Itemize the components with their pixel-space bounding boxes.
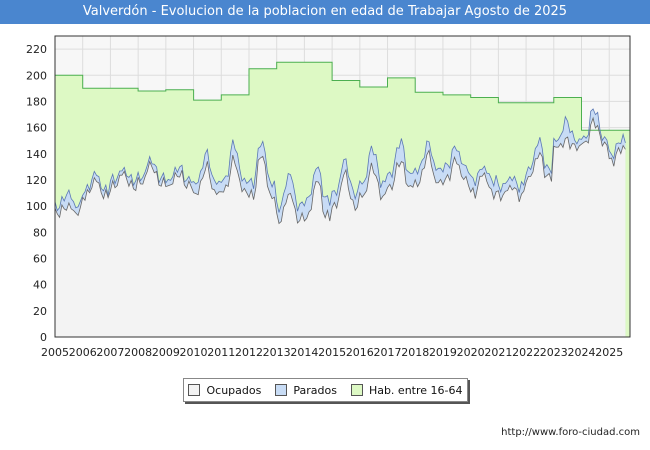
x-tick-label-2009: 2009 — [152, 346, 180, 359]
y-tick-label-40: 40 — [33, 279, 47, 292]
x-tick-label-2016: 2016 — [346, 346, 374, 359]
x-tick-label-2005: 2005 — [41, 346, 69, 359]
x-tick-label-2023: 2023 — [540, 346, 568, 359]
legend: Ocupados Parados Hab. entre 16-64 — [183, 378, 468, 402]
x-tick-label-2006: 2006 — [69, 346, 97, 359]
series-parados-line — [54, 108, 626, 213]
legend-swatch-ocupados — [188, 384, 201, 396]
y-tick-label-160: 160 — [26, 122, 47, 135]
x-tick-label-2022: 2022 — [512, 346, 540, 359]
legend-swatch-parados — [275, 384, 288, 396]
legend-swatch-habitantes — [350, 384, 363, 396]
x-tick-label-2007: 2007 — [96, 346, 124, 359]
legend-item-ocupados: Ocupados — [188, 384, 261, 397]
legend-item-habitantes: Hab. entre 16-64 — [350, 383, 463, 397]
x-tick-label-2019: 2019 — [429, 346, 457, 359]
x-tick-label-2015: 2015 — [318, 346, 346, 359]
x-tick-label-2008: 2008 — [124, 346, 152, 359]
y-tick-label-100: 100 — [26, 200, 47, 213]
legend-item-parados: Parados — [275, 384, 337, 397]
series-habitantes-line — [55, 61, 630, 131]
x-tick-label-2018: 2018 — [401, 346, 429, 359]
chart-title: Valverdón - Evolucion de la poblacion en… — [0, 0, 650, 24]
x-tick-label-2021: 2021 — [484, 346, 512, 359]
y-tick-label-20: 20 — [33, 305, 47, 318]
x-tick-label-2010: 2010 — [180, 346, 208, 359]
legend-label-parados: Parados — [293, 383, 337, 397]
x-tick-label-2013: 2013 — [263, 346, 291, 359]
plot-border — [54, 35, 631, 338]
x-tick-label-2020: 2020 — [457, 346, 485, 359]
x-tick-label-2014: 2014 — [290, 346, 318, 359]
y-tick-label-60: 60 — [33, 252, 47, 265]
series-ocupados-line — [54, 116, 626, 225]
y-tick-label-0: 0 — [40, 331, 47, 344]
x-tick-label-2025: 2025 — [595, 346, 623, 359]
y-tick-label-180: 180 — [26, 95, 47, 108]
series-ocupados-area — [55, 118, 626, 337]
legend-label-ocupados: Ocupados — [206, 383, 262, 397]
y-tick-label-80: 80 — [33, 226, 47, 239]
x-tick-label-2024: 2024 — [568, 346, 596, 359]
source-url: http://www.foro-ciudad.com — [501, 427, 640, 438]
x-tick-label-2017: 2017 — [374, 346, 402, 359]
y-tick-label-120: 120 — [26, 174, 47, 187]
y-tick-label-140: 140 — [26, 148, 47, 161]
x-tick-label-2012: 2012 — [235, 346, 263, 359]
legend-label-habitantes: Hab. entre 16-64 — [368, 383, 463, 397]
y-tick-label-220: 220 — [26, 43, 47, 56]
x-tick-label-2011: 2011 — [207, 346, 235, 359]
y-tick-label-200: 200 — [26, 69, 47, 82]
